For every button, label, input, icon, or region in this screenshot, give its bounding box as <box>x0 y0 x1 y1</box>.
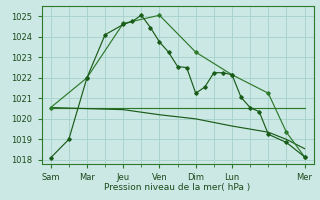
X-axis label: Pression niveau de la mer( hPa ): Pression niveau de la mer( hPa ) <box>104 183 251 192</box>
